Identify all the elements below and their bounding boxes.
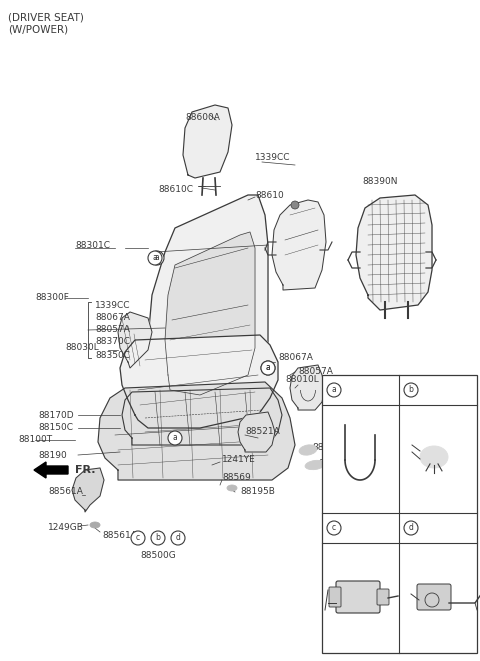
FancyBboxPatch shape xyxy=(322,375,477,653)
Ellipse shape xyxy=(305,460,325,470)
Text: c: c xyxy=(332,524,336,533)
Text: 88390N: 88390N xyxy=(362,178,398,186)
Text: 88083A: 88083A xyxy=(318,459,353,467)
Circle shape xyxy=(261,361,275,375)
Text: 88170D: 88170D xyxy=(38,410,73,420)
Text: d: d xyxy=(176,533,180,543)
Text: (W/POWER): (W/POWER) xyxy=(8,25,68,35)
Text: 88190: 88190 xyxy=(38,451,67,459)
Polygon shape xyxy=(120,335,278,428)
Text: a: a xyxy=(265,364,270,373)
Circle shape xyxy=(261,361,275,375)
Circle shape xyxy=(168,431,182,445)
Text: 88067A: 88067A xyxy=(95,313,130,323)
FancyBboxPatch shape xyxy=(377,589,389,605)
Text: 88521A: 88521A xyxy=(245,428,280,436)
Circle shape xyxy=(131,531,145,545)
Text: 1249GB: 1249GB xyxy=(48,524,84,533)
Text: 88301C: 88301C xyxy=(75,241,110,249)
Text: a: a xyxy=(173,434,178,442)
Text: 1339CC: 1339CC xyxy=(255,153,290,163)
Text: (DRIVER SEAT): (DRIVER SEAT) xyxy=(8,13,84,23)
Ellipse shape xyxy=(420,446,448,468)
Polygon shape xyxy=(290,365,325,410)
Text: 88610C: 88610C xyxy=(158,186,193,194)
Text: 88100T: 88100T xyxy=(18,436,52,444)
Text: b: b xyxy=(156,533,160,543)
Circle shape xyxy=(148,251,162,265)
Text: 88509A: 88509A xyxy=(423,385,458,395)
Circle shape xyxy=(171,531,185,545)
Text: 88600A: 88600A xyxy=(185,112,220,122)
Text: 88067A: 88067A xyxy=(278,354,313,362)
Text: 88010L: 88010L xyxy=(285,375,319,385)
FancyArrow shape xyxy=(34,462,68,478)
Text: c: c xyxy=(136,533,140,543)
Text: 88569: 88569 xyxy=(222,473,251,483)
Ellipse shape xyxy=(90,522,100,528)
Circle shape xyxy=(150,251,164,265)
Polygon shape xyxy=(122,388,282,445)
Text: 88057A: 88057A xyxy=(95,325,130,334)
Polygon shape xyxy=(148,195,268,415)
Ellipse shape xyxy=(227,485,237,491)
Circle shape xyxy=(327,521,341,535)
Text: 88150C: 88150C xyxy=(38,424,73,432)
Text: 88083: 88083 xyxy=(312,444,341,453)
Text: 88561A: 88561A xyxy=(48,488,83,496)
FancyBboxPatch shape xyxy=(329,587,341,607)
Circle shape xyxy=(404,383,418,397)
Polygon shape xyxy=(272,200,326,290)
Text: 1339CC: 1339CC xyxy=(95,301,131,309)
Text: b: b xyxy=(408,385,413,395)
Text: a: a xyxy=(332,385,336,395)
Circle shape xyxy=(291,201,299,209)
Text: 88350C: 88350C xyxy=(95,350,130,360)
Text: 88370C: 88370C xyxy=(95,338,130,346)
Polygon shape xyxy=(118,312,152,368)
Text: d: d xyxy=(408,524,413,533)
Text: 88030L: 88030L xyxy=(65,344,99,352)
Polygon shape xyxy=(356,195,432,310)
Circle shape xyxy=(151,531,165,545)
Text: a: a xyxy=(155,254,159,262)
Text: 88300F: 88300F xyxy=(35,293,69,303)
Circle shape xyxy=(327,383,341,397)
Text: 88448A: 88448A xyxy=(423,524,457,533)
Polygon shape xyxy=(183,105,232,178)
Polygon shape xyxy=(72,468,104,512)
Text: a: a xyxy=(153,254,157,262)
Text: a: a xyxy=(265,364,270,373)
Text: 88561A: 88561A xyxy=(102,531,137,539)
Polygon shape xyxy=(238,412,275,452)
Text: 88057A: 88057A xyxy=(298,368,333,377)
Text: 1241YE: 1241YE xyxy=(222,455,256,465)
FancyBboxPatch shape xyxy=(417,584,451,610)
Ellipse shape xyxy=(299,445,317,455)
Text: 88610: 88610 xyxy=(255,190,284,200)
Polygon shape xyxy=(98,382,295,480)
Text: 88500G: 88500G xyxy=(140,551,176,559)
Text: 88195B: 88195B xyxy=(240,488,275,496)
Text: 00824: 00824 xyxy=(346,385,374,395)
Text: 88583: 88583 xyxy=(346,524,375,533)
Polygon shape xyxy=(165,232,255,395)
FancyBboxPatch shape xyxy=(336,581,380,613)
Circle shape xyxy=(404,521,418,535)
Text: FR.: FR. xyxy=(75,465,96,475)
